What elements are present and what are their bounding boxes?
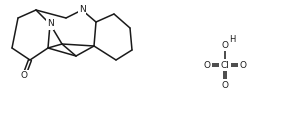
Text: Cl: Cl <box>221 60 229 70</box>
Text: O: O <box>222 80 229 90</box>
Text: N: N <box>47 20 53 28</box>
Text: N: N <box>79 6 85 15</box>
Text: O: O <box>204 60 210 70</box>
Text: O: O <box>222 40 229 50</box>
Text: O: O <box>20 72 28 80</box>
Text: H: H <box>229 36 235 44</box>
Text: O: O <box>239 60 247 70</box>
